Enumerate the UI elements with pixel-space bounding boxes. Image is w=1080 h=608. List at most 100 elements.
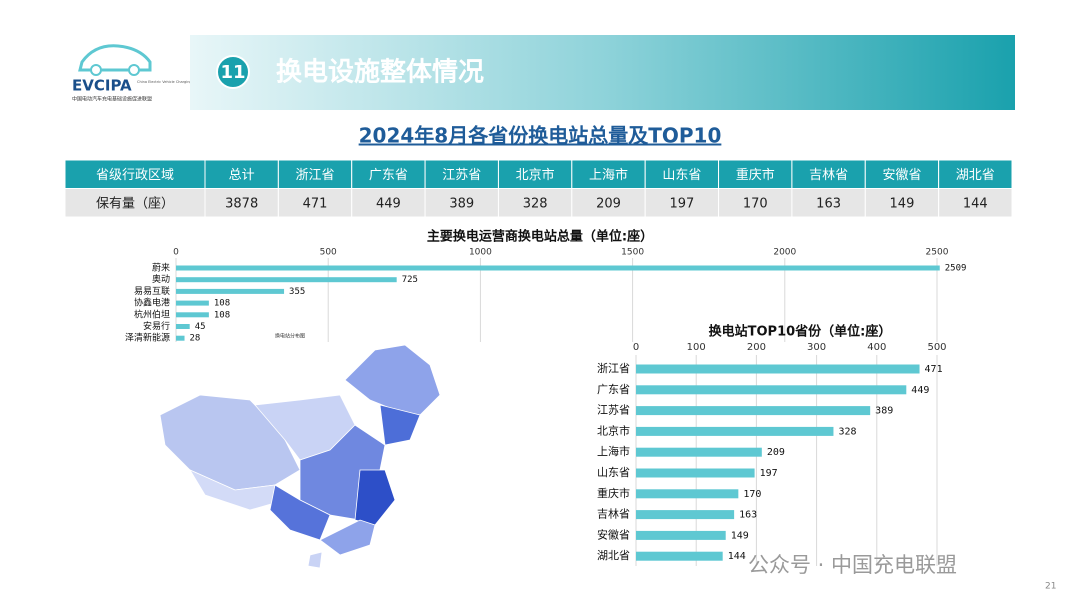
- x-tick-label: 0: [173, 248, 179, 258]
- y-tick-label: 江苏省: [597, 404, 630, 417]
- table-header-text: 江苏省: [442, 167, 481, 183]
- y-tick-label: 湖北省: [597, 549, 630, 562]
- table-header-text: 上海市: [589, 167, 628, 183]
- table-cell-text: 197: [669, 196, 694, 211]
- watermark: 公众号 · 中国充电联盟: [748, 553, 957, 577]
- x-tick-label: 400: [867, 342, 886, 353]
- header-title: 换电设施整体情况: [276, 57, 484, 88]
- y-tick-label: 重庆市: [597, 486, 630, 500]
- data-label: 144: [728, 551, 746, 562]
- data-label: 108: [214, 310, 230, 320]
- data-label: 725: [402, 275, 418, 285]
- data-label: 449: [911, 385, 929, 396]
- subtitle: 2024年8月各省份换电站总量及TOP10: [359, 124, 722, 148]
- table-header-text: 北京市: [516, 167, 555, 183]
- data-label: 355: [289, 287, 305, 297]
- bar: [176, 288, 285, 294]
- table-cell: [644, 188, 720, 218]
- table-cell: [277, 188, 353, 218]
- x-tick-label: 0: [633, 342, 639, 353]
- bar: [636, 551, 723, 561]
- bar: [636, 385, 907, 395]
- table-header-text: 重庆市: [736, 167, 775, 183]
- data-label: 471: [925, 364, 943, 375]
- data-label: 389: [875, 406, 893, 417]
- x-tick-label: 200: [747, 342, 766, 353]
- data-label: 209: [767, 447, 785, 458]
- table-header-text: 总计: [229, 168, 255, 183]
- x-tick-label: 1000: [469, 248, 492, 258]
- bar: [636, 364, 920, 374]
- y-tick-label: 安徽省: [597, 527, 630, 541]
- table-cell-text: 144: [963, 196, 988, 211]
- bar: [176, 300, 209, 306]
- bar: [176, 324, 190, 329]
- bar: [176, 335, 185, 341]
- y-tick-label: 安易行: [143, 320, 170, 332]
- table-header-cell: [204, 159, 279, 189]
- table-header-text: 吉林省: [809, 168, 848, 183]
- table-header-cell: [938, 159, 1013, 189]
- data-label: 170: [743, 489, 761, 500]
- y-tick-label: 上海市: [597, 444, 630, 458]
- y-tick-label: 奥动: [152, 273, 170, 285]
- table-cell: [351, 188, 426, 218]
- x-tick-label: 1500: [621, 248, 644, 258]
- data-label: 28: [190, 334, 201, 344]
- table-cell-text: 328: [523, 196, 548, 211]
- table-cell-text: 163: [816, 196, 841, 211]
- logo-name: EVCIPA: [72, 77, 132, 95]
- table-header-cell: [64, 159, 206, 189]
- table-header-text: 广东省: [369, 168, 408, 183]
- table-cell: [864, 188, 940, 218]
- bar: [176, 312, 209, 318]
- table-cell-text: 209: [596, 196, 621, 211]
- table-header-cell: [277, 159, 353, 189]
- table-header-text: 山东省: [662, 168, 701, 183]
- table-cell: [938, 188, 1013, 218]
- logo-chinese: 中国电动汽车充电基础设施促进联盟: [72, 96, 152, 103]
- table-cell-text: 149: [890, 196, 915, 211]
- data-label: 2509: [945, 264, 967, 274]
- header-badge: [216, 55, 250, 89]
- table-header-text: 浙江省: [296, 168, 335, 183]
- bar: [636, 510, 735, 520]
- y-tick-label: 协鑫电港: [134, 297, 170, 309]
- y-tick-label: 浙江省: [597, 362, 630, 375]
- x-tick-label: 100: [687, 342, 706, 353]
- table-header-cell: [791, 159, 866, 189]
- page-number: 21: [1045, 582, 1056, 592]
- table-cell-text: 389: [449, 196, 474, 211]
- table-header-cell: [497, 159, 573, 189]
- table-cell: [571, 188, 646, 218]
- x-tick-label: 500: [927, 342, 946, 353]
- bar: [636, 447, 762, 457]
- y-tick-label: 北京市: [597, 423, 630, 437]
- map-label: 换电站分布图: [275, 333, 305, 340]
- logo: [78, 44, 152, 76]
- y-tick-label: 杭州伯坦: [134, 308, 170, 320]
- bar: [636, 406, 871, 416]
- data-label: 108: [214, 299, 230, 309]
- x-tick-label: 2000: [773, 248, 796, 258]
- bar: [636, 468, 755, 478]
- bar: [636, 530, 726, 540]
- y-tick-label: 广东省: [597, 383, 630, 396]
- bar: [636, 426, 834, 436]
- table-header-text: 省级行政区域: [96, 168, 174, 183]
- bar: [636, 489, 739, 499]
- chart-title: 主要换电运营商换电站总量（单位:座）: [427, 229, 653, 245]
- header-band: [190, 35, 1015, 110]
- data-label: 197: [760, 468, 778, 479]
- data-label: 45: [195, 322, 206, 332]
- data-label: 149: [731, 530, 749, 541]
- table-cell: [204, 188, 279, 218]
- header-number: 11: [220, 62, 245, 83]
- table-cell-text: 471: [303, 196, 328, 211]
- data-label: 328: [838, 426, 856, 437]
- x-tick-label: 2500: [926, 248, 949, 258]
- y-tick-label: 易易互联: [134, 286, 170, 297]
- y-tick-label: 蔚来: [152, 262, 170, 274]
